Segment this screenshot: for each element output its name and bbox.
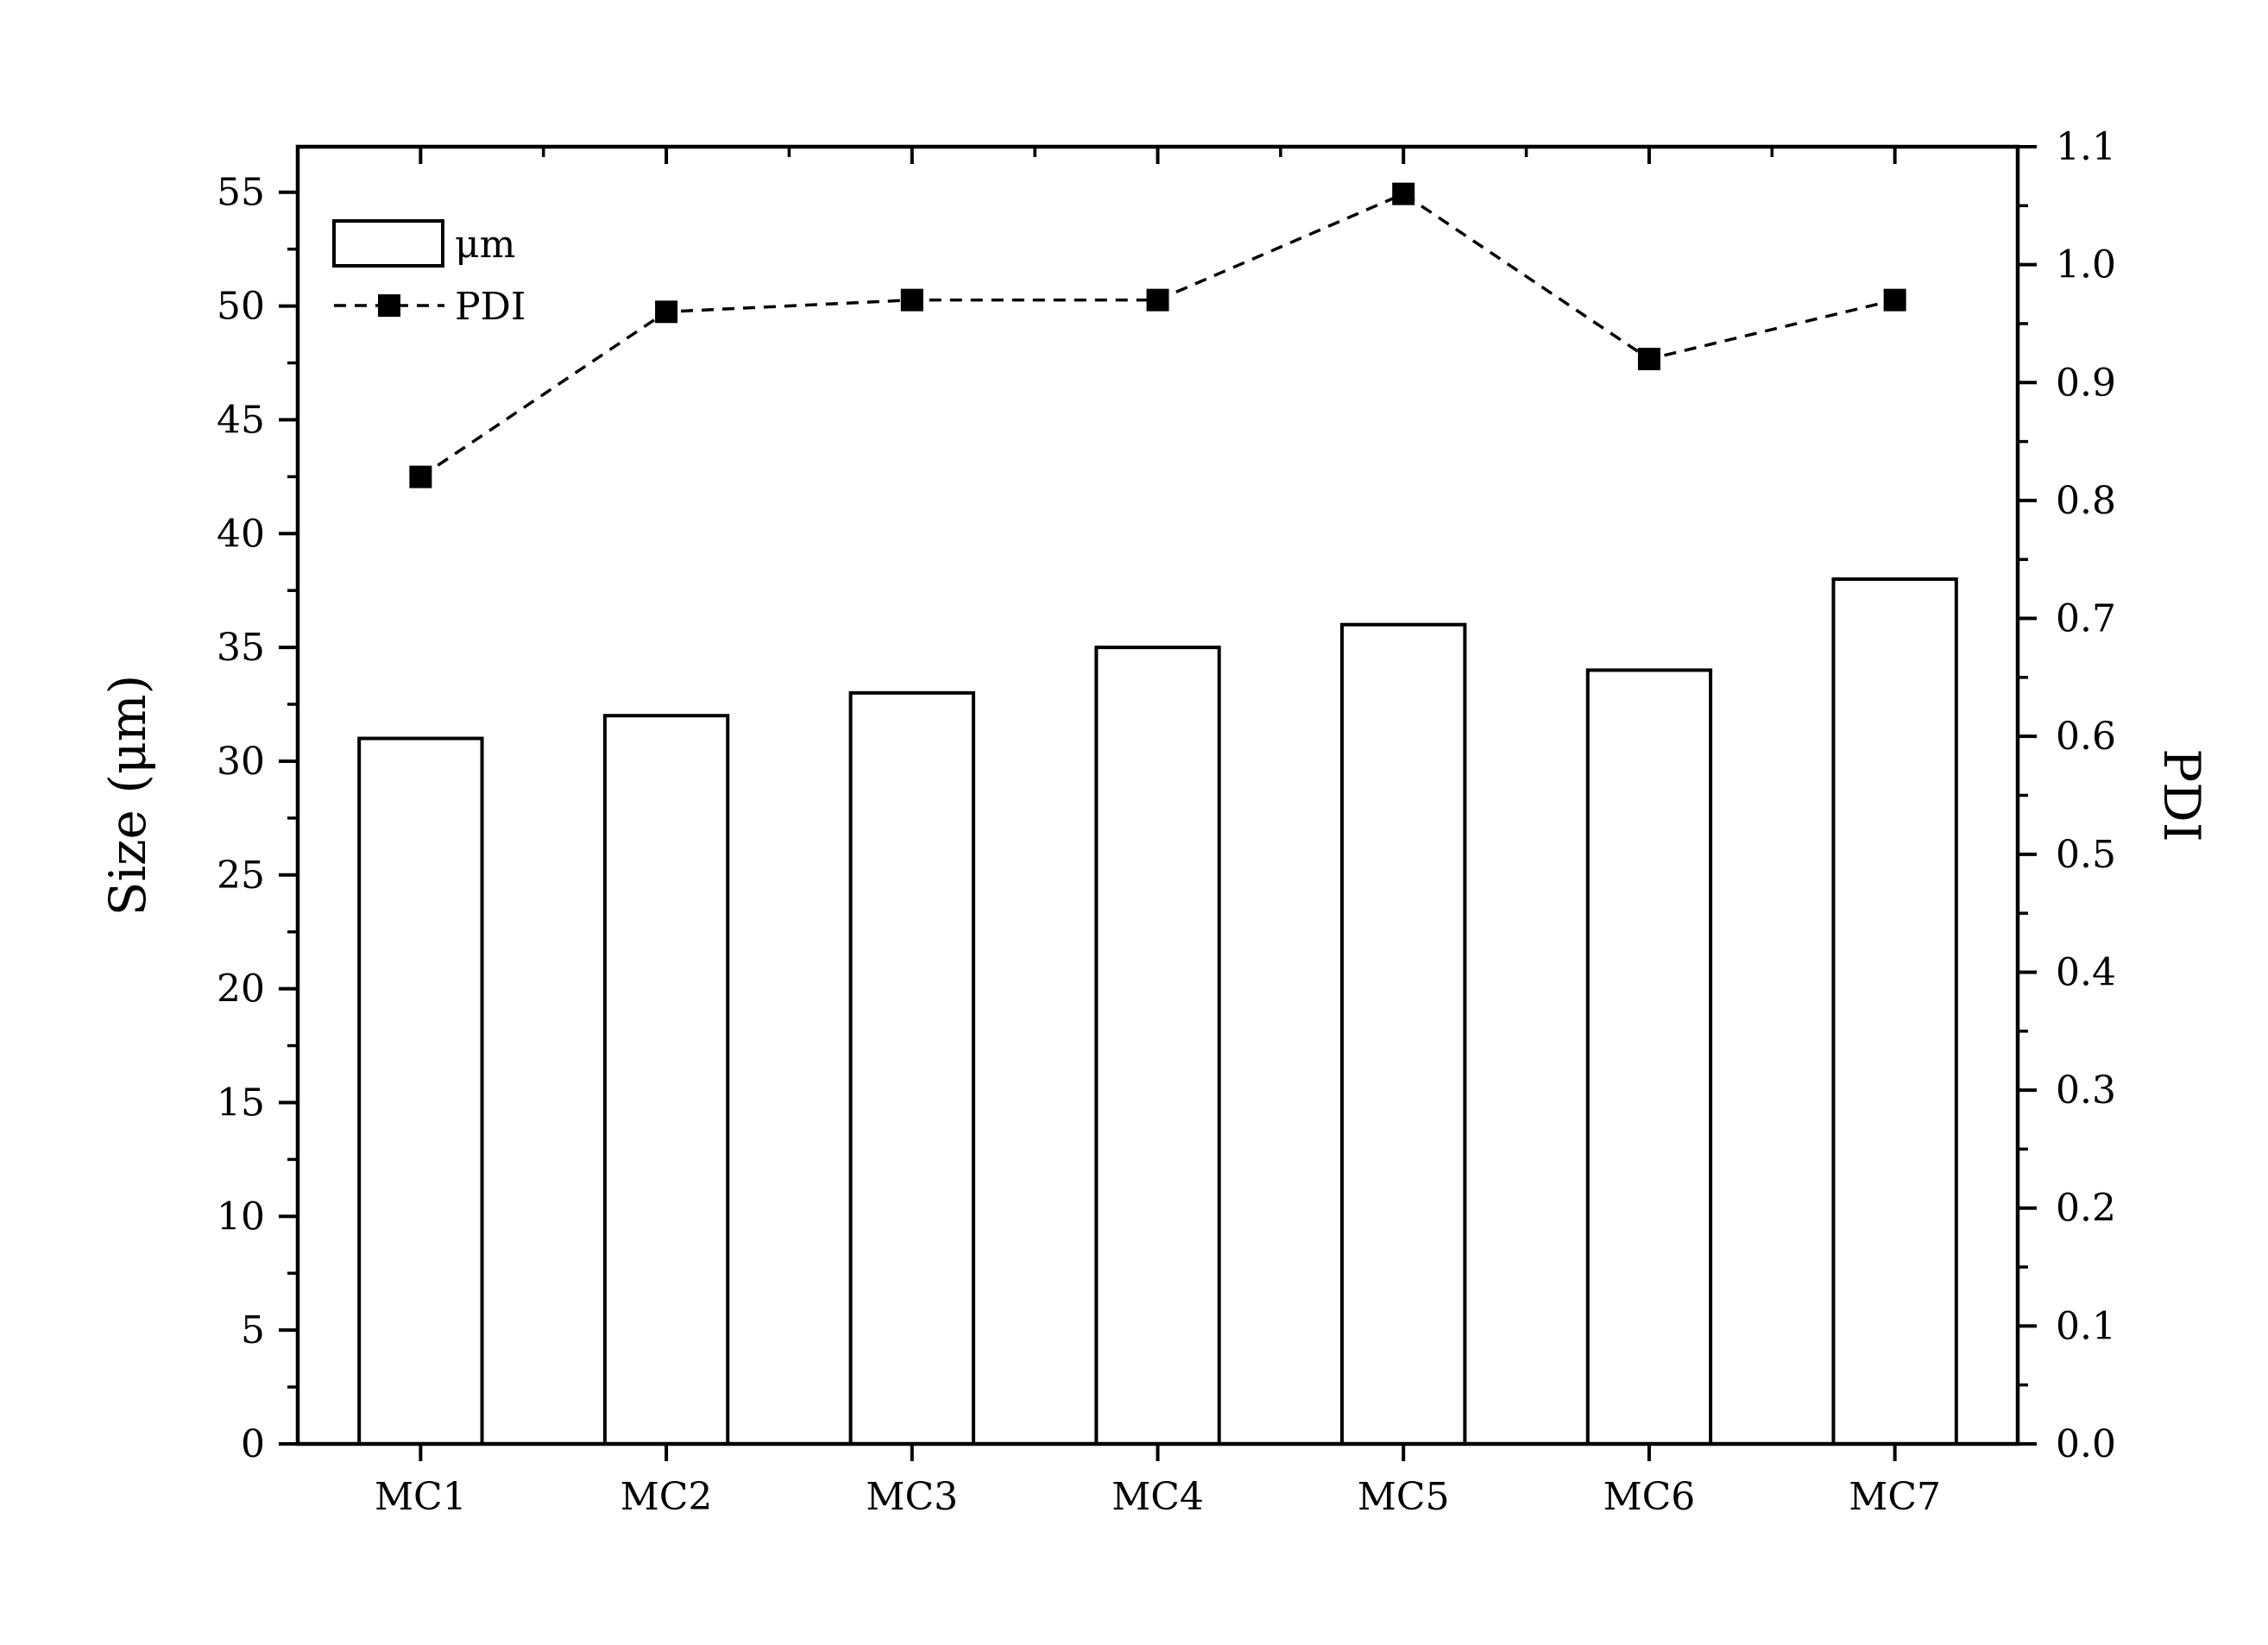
legend-bar-swatch: [332, 219, 444, 268]
x-category-label: MC7: [1849, 1475, 1941, 1519]
pdi-point-mc7: [1883, 288, 1906, 312]
x-category-label: MC4: [1112, 1475, 1204, 1519]
bar-mc3: [848, 690, 975, 1446]
pdi-series-line: [419, 192, 1896, 479]
x-category-label: MC5: [1358, 1475, 1450, 1519]
bar-mc6: [1585, 668, 1713, 1446]
right-tick-label: 0.8: [2056, 479, 2116, 523]
left-tick-label: 30: [217, 740, 265, 784]
right-tick-label: 0.0: [2056, 1422, 2116, 1466]
right-tick-label: 0.2: [2056, 1187, 2116, 1231]
right-tick-label: 1.1: [2056, 125, 2116, 169]
x-category-label: MC2: [621, 1475, 713, 1519]
legend-marker-swatch: [378, 294, 400, 317]
left-tick-label: 0: [241, 1422, 265, 1466]
right-tick-label: 0.5: [2056, 833, 2116, 877]
x-category-label: MC1: [375, 1475, 467, 1519]
left-tick-label: 15: [217, 1081, 265, 1125]
bar-mc2: [602, 714, 730, 1446]
left-tick-label: 20: [217, 967, 265, 1012]
right-tick-label: 0.1: [2056, 1304, 2116, 1348]
pdi-point-mc4: [1146, 288, 1169, 312]
left-tick-label: 10: [217, 1194, 265, 1238]
right-tick-label: 0.4: [2056, 950, 2116, 994]
x-category-label: MC6: [1603, 1475, 1696, 1519]
pdi-point-mc5: [1392, 182, 1415, 205]
left-tick-label: 35: [217, 626, 265, 670]
bar-mc4: [1094, 646, 1221, 1446]
left-tick-label: 50: [217, 285, 265, 329]
bar-mc7: [1831, 577, 1958, 1446]
pdi-line-layer: [409, 182, 1906, 488]
left-tick-label: 55: [217, 171, 265, 215]
left-tick-label: 25: [217, 854, 265, 898]
right-tick-label: 0.6: [2056, 715, 2116, 759]
left-tick-label: 40: [217, 512, 265, 556]
axes-layer: 0 5 10 15 20 25 30 35 40 45 50 55 0.0 0.1 0.2 0.3 0.4 0.5…: [98, 125, 2211, 1519]
right-tick-label: 0.7: [2056, 597, 2116, 641]
legend: μm PDI: [332, 219, 526, 329]
left-tick-label: 5: [241, 1308, 265, 1352]
pdi-point-mc3: [900, 288, 923, 312]
right-tick-label: 1.0: [2056, 243, 2116, 287]
legend-label-bar: μm: [455, 223, 515, 267]
pdi-point-mc6: [1637, 347, 1660, 370]
left-tick-label: 45: [217, 398, 265, 442]
bar-mc5: [1340, 622, 1467, 1446]
pdi-point-mc2: [655, 300, 678, 324]
pdi-point-mc1: [409, 465, 432, 488]
right-tick-label: 0.3: [2056, 1068, 2116, 1112]
bar-mc1: [357, 736, 484, 1446]
bars-layer: [357, 577, 1958, 1446]
right-axis-title: PDI: [2152, 748, 2211, 841]
left-axis-title: Size (μm): [98, 675, 157, 917]
right-tick-label: 0.9: [2056, 361, 2116, 405]
legend-label-line: PDI: [455, 285, 526, 329]
x-category-label: MC3: [866, 1475, 958, 1519]
